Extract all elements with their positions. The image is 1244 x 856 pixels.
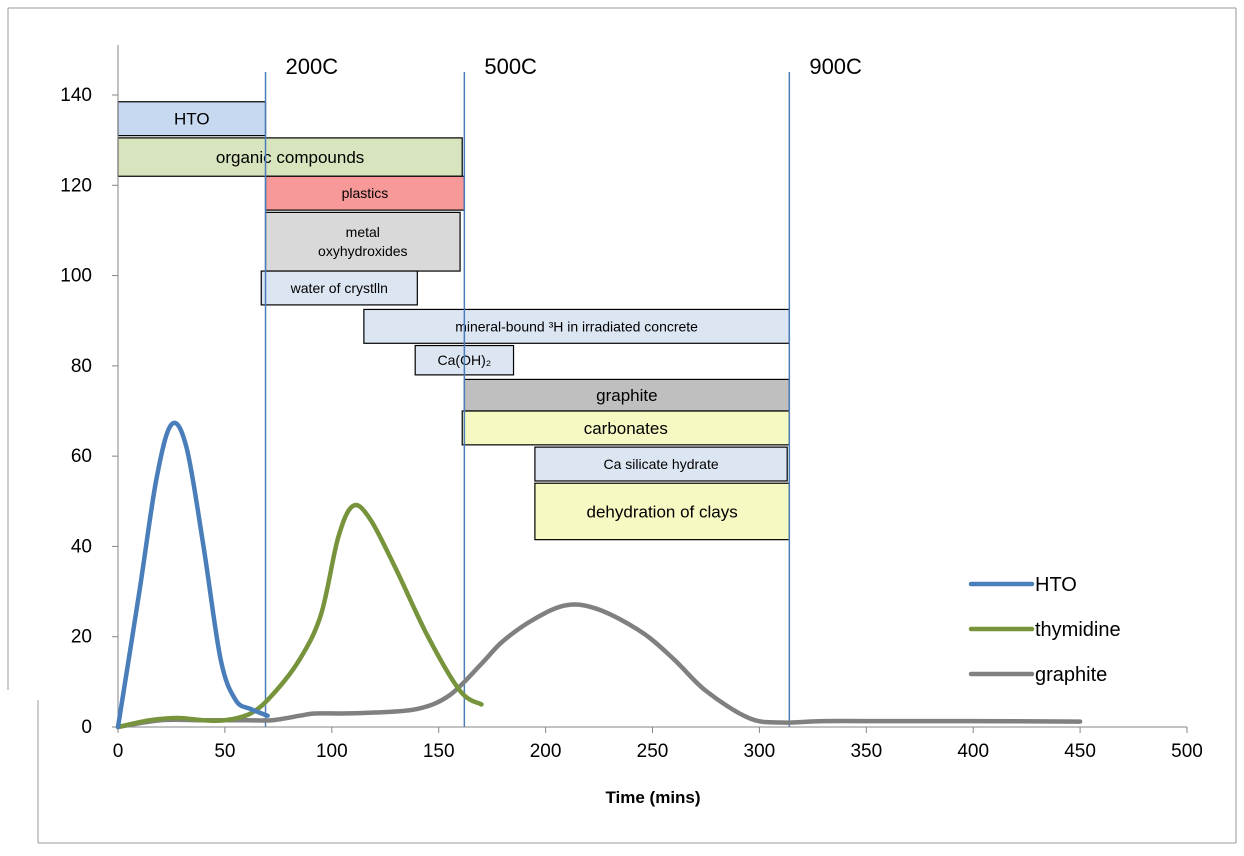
series-line-graphite (115, 602, 1083, 730)
y-tick-label: 20 (71, 627, 92, 648)
series-line-thymidine (115, 502, 484, 730)
annotation-box-water (260, 270, 418, 306)
annotation-label-organic: organic compounds (216, 148, 364, 167)
y-tick-label: 140 (60, 85, 92, 106)
annotation-box-organic (117, 137, 463, 177)
x-tick-label: 150 (423, 741, 455, 762)
series-line-hto (115, 420, 270, 730)
x-tick-label: 400 (957, 741, 989, 762)
legend-label-hto: HTO (1035, 574, 1077, 596)
y-tick-label: 0 (81, 717, 92, 738)
x-tick-label: 350 (850, 741, 882, 762)
x-tick-label: 100 (316, 741, 348, 762)
annotation-label-metal: metal (346, 224, 380, 240)
annotation-label-water: water of crystlln (290, 280, 388, 296)
temperature-label-2: 500C (484, 54, 537, 79)
annotation-label-casilicate: Ca silicate hydrate (603, 456, 718, 472)
annotation-box-mineral (363, 308, 790, 344)
annotation-box-graphite-box (463, 378, 790, 412)
annotation-label-carbonates: carbonates (584, 419, 668, 438)
legend: HTO thymidine graphite (968, 574, 1121, 686)
annotation-label-plastics: plastics (342, 185, 389, 201)
annotation-label-metal: oxyhydroxides (318, 243, 408, 259)
legend-label-thymidine: thymidine (1035, 619, 1121, 641)
temperature-label-3: 900C (809, 54, 862, 79)
temperature-label-1: 200C (286, 54, 339, 79)
y-tick-label: 40 (71, 536, 92, 557)
y-tick-label: 120 (60, 175, 92, 196)
y-tick-label: 60 (71, 446, 92, 467)
temperature-lines: 200C 500C 900C (264, 54, 862, 727)
x-tick-label: 200 (530, 741, 562, 762)
x-tick-label: 0 (113, 741, 124, 762)
x-axis-title: Time (mins) (605, 788, 700, 807)
series-lines (115, 420, 1083, 730)
x-tick-label: 250 (637, 741, 669, 762)
annotation-label-hto: HTO (174, 110, 210, 129)
y-tick-label: 100 (60, 266, 92, 287)
annotation-label-graphite-box: graphite (596, 386, 657, 405)
annotation-box-carbonates (461, 410, 790, 446)
annotation-label-clays: dehydration of clays (587, 502, 738, 521)
annotation-label-mineral: mineral-bound ³H in irradiated concrete (455, 318, 698, 334)
legend-label-graphite: graphite (1035, 664, 1107, 686)
x-tick-label: 450 (1064, 741, 1096, 762)
x-tick-label: 50 (214, 741, 235, 762)
x-tick-label: 300 (744, 741, 776, 762)
annotation-box-clays (534, 482, 790, 541)
annotation-box-metal (264, 211, 461, 272)
axes: 0 20 40 60 80 100 120 140 0 50 100 150 200 250 300 350 4… (60, 45, 1203, 762)
x-tick-label: 500 (1171, 741, 1203, 762)
annotation-boxes: HTO organic compounds plastics metal oxyhydr… (117, 101, 790, 541)
annotation-box-casilicate (534, 446, 788, 482)
y-tick-label: 80 (71, 356, 92, 377)
